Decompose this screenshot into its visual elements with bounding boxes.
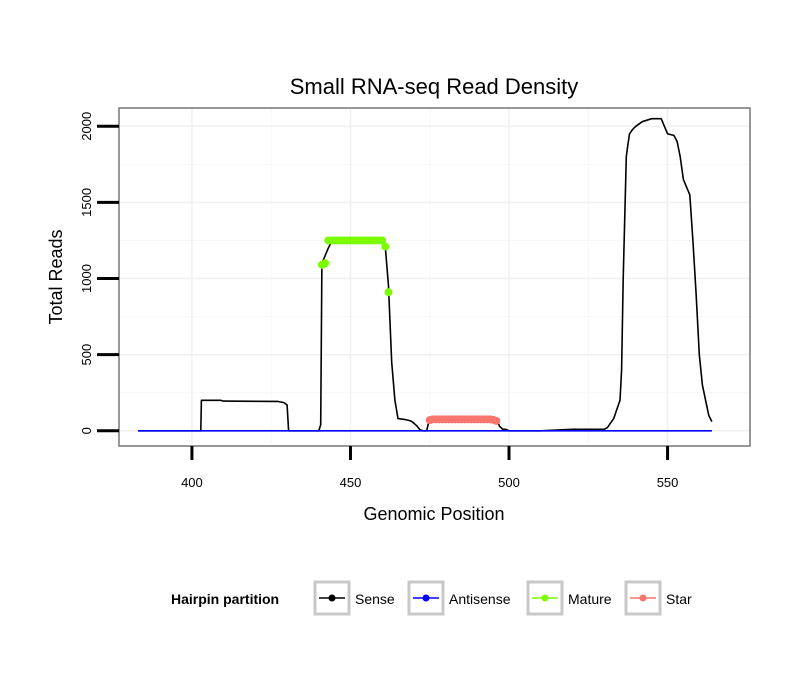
legend-label-antisense: Antisense <box>449 591 511 607</box>
legend-title: Hairpin partition <box>171 591 279 607</box>
data-point-mature <box>321 259 330 268</box>
data-point-mature <box>378 236 387 245</box>
series-mature <box>317 236 393 297</box>
series-sense-line <box>138 117 713 432</box>
legend-key-point-star <box>639 594 647 602</box>
y-tick-label: 1000 <box>79 264 94 293</box>
legend-label-sense: Sense <box>355 591 395 607</box>
data-point-mature <box>384 288 393 297</box>
y-tick-label: 2000 <box>79 112 94 141</box>
y-tick-label: 1500 <box>79 188 94 217</box>
legend-item-sense: Sense <box>313 580 395 616</box>
series-layer <box>138 117 713 432</box>
legend: Hairpin partition Sense Antisense Mature St… <box>171 580 692 616</box>
x-tick-label: 550 <box>657 475 679 490</box>
legend-key-point-antisense <box>422 594 430 602</box>
x-tick-label: 450 <box>340 475 362 490</box>
y-axis: 0 500 1000 1500 2000 <box>79 112 119 434</box>
legend-key-point-mature <box>541 594 549 602</box>
chart-title: Small RNA-seq Read Density <box>290 74 579 99</box>
grid <box>119 108 750 446</box>
data-point-star <box>492 416 501 425</box>
data-point-mature <box>381 242 390 251</box>
y-tick-label: 0 <box>79 427 94 434</box>
y-axis-label: Total Reads <box>46 229 66 324</box>
x-axis: 400 450 500 550 <box>181 446 678 490</box>
legend-label-mature: Mature <box>568 591 612 607</box>
series-star <box>425 415 501 425</box>
legend-item-mature: Mature <box>526 580 612 616</box>
x-axis-label: Genomic Position <box>363 504 504 524</box>
panel-border <box>118 107 751 447</box>
legend-item-antisense: Antisense <box>407 580 511 616</box>
x-tick-label: 400 <box>181 475 203 490</box>
y-tick-label: 500 <box>79 344 94 366</box>
x-tick-label: 500 <box>498 475 520 490</box>
legend-item-star: Star <box>624 580 692 616</box>
legend-key-point-sense <box>328 594 336 602</box>
legend-label-star: Star <box>666 591 692 607</box>
